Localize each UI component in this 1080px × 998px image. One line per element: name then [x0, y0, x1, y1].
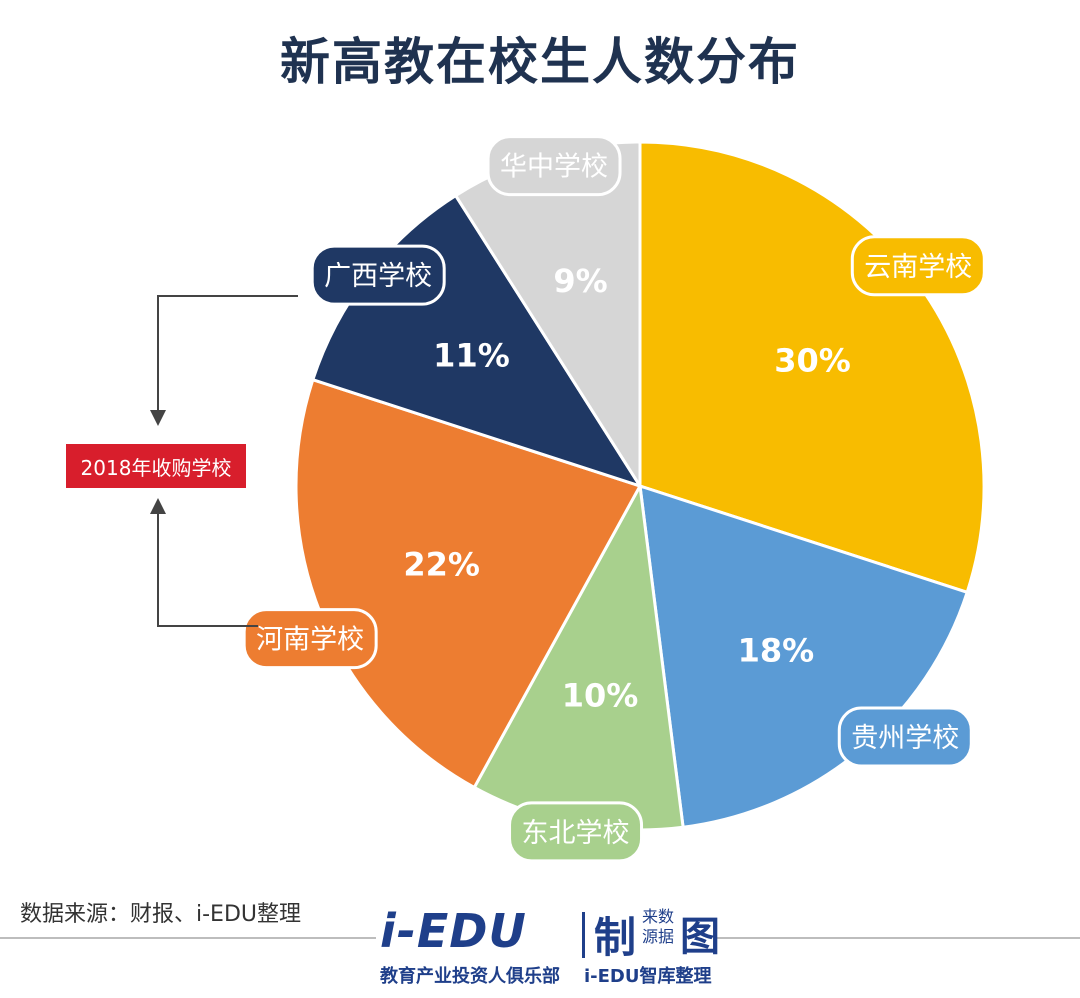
- slice-label-1: 云南学校: [864, 252, 972, 283]
- acquired-schools-callout: 2018年收购学校: [66, 444, 246, 488]
- slice-label-pill-4: 河南学校: [242, 608, 378, 670]
- slice-label-pill-3: 东北学校: [508, 801, 644, 863]
- pill-background-4: [242, 608, 378, 670]
- pill-background-2: [837, 706, 973, 768]
- callout-arrows: [150, 410, 166, 514]
- percent-label-3: 10%: [562, 677, 639, 715]
- connector-top: [157, 295, 298, 416]
- connector-bottom: [157, 508, 258, 627]
- logo-main-text: i-EDU: [380, 904, 527, 958]
- slice-label-pill-5: 广西学校: [310, 244, 446, 306]
- slice-label-2: 贵州学校: [851, 723, 959, 754]
- data-source: 数据来源：财报、i-EDU整理: [20, 902, 301, 927]
- slice-label-6: 华中学校: [500, 152, 608, 183]
- callout-connector: [157, 295, 298, 627]
- percent-label-1: 30%: [774, 342, 851, 380]
- arrow-up: [150, 498, 166, 514]
- logo-divider: [582, 912, 585, 958]
- percent-label-2: 18%: [738, 631, 815, 669]
- logo-small-bottom: 源据: [642, 927, 675, 946]
- logo-subtitle-left: 教育产业投资人俱乐部: [380, 966, 560, 987]
- slice-label-pill-1: 云南学校: [850, 235, 986, 297]
- chart-title: 新高教在校生人数分布: [280, 33, 800, 91]
- arrow-down: [150, 410, 166, 426]
- percent-label-5: 11%: [433, 336, 510, 374]
- logo-subtitle-right: i-EDU智库整理: [584, 966, 712, 987]
- slice-label-3: 东北学校: [522, 818, 630, 849]
- logo-zhi: 制: [594, 913, 637, 962]
- percent-label-4: 22%: [403, 546, 480, 584]
- pill-background-3: [508, 801, 644, 863]
- slice-label-5: 广西学校: [324, 261, 432, 292]
- iedu-logo: i-EDU 制 来数 源据 图 教育产业投资人俱乐部 i-EDU智库整理: [376, 902, 720, 992]
- logo-small-top: 来数: [642, 907, 675, 926]
- pill-background-1: [850, 235, 986, 297]
- logo-tu: 图: [680, 914, 720, 960]
- percent-labels: 30% 18% 10% 22% 11% 9%: [403, 262, 850, 714]
- slice-label-pill-6: 华中学校: [486, 135, 622, 197]
- percent-label-6: 9%: [553, 262, 607, 300]
- pill-background-6: [486, 135, 622, 197]
- slice-label-pill-2: 贵州学校: [837, 706, 973, 768]
- slice-label-4: 河南学校: [256, 625, 364, 656]
- pill-background-5: [310, 244, 446, 306]
